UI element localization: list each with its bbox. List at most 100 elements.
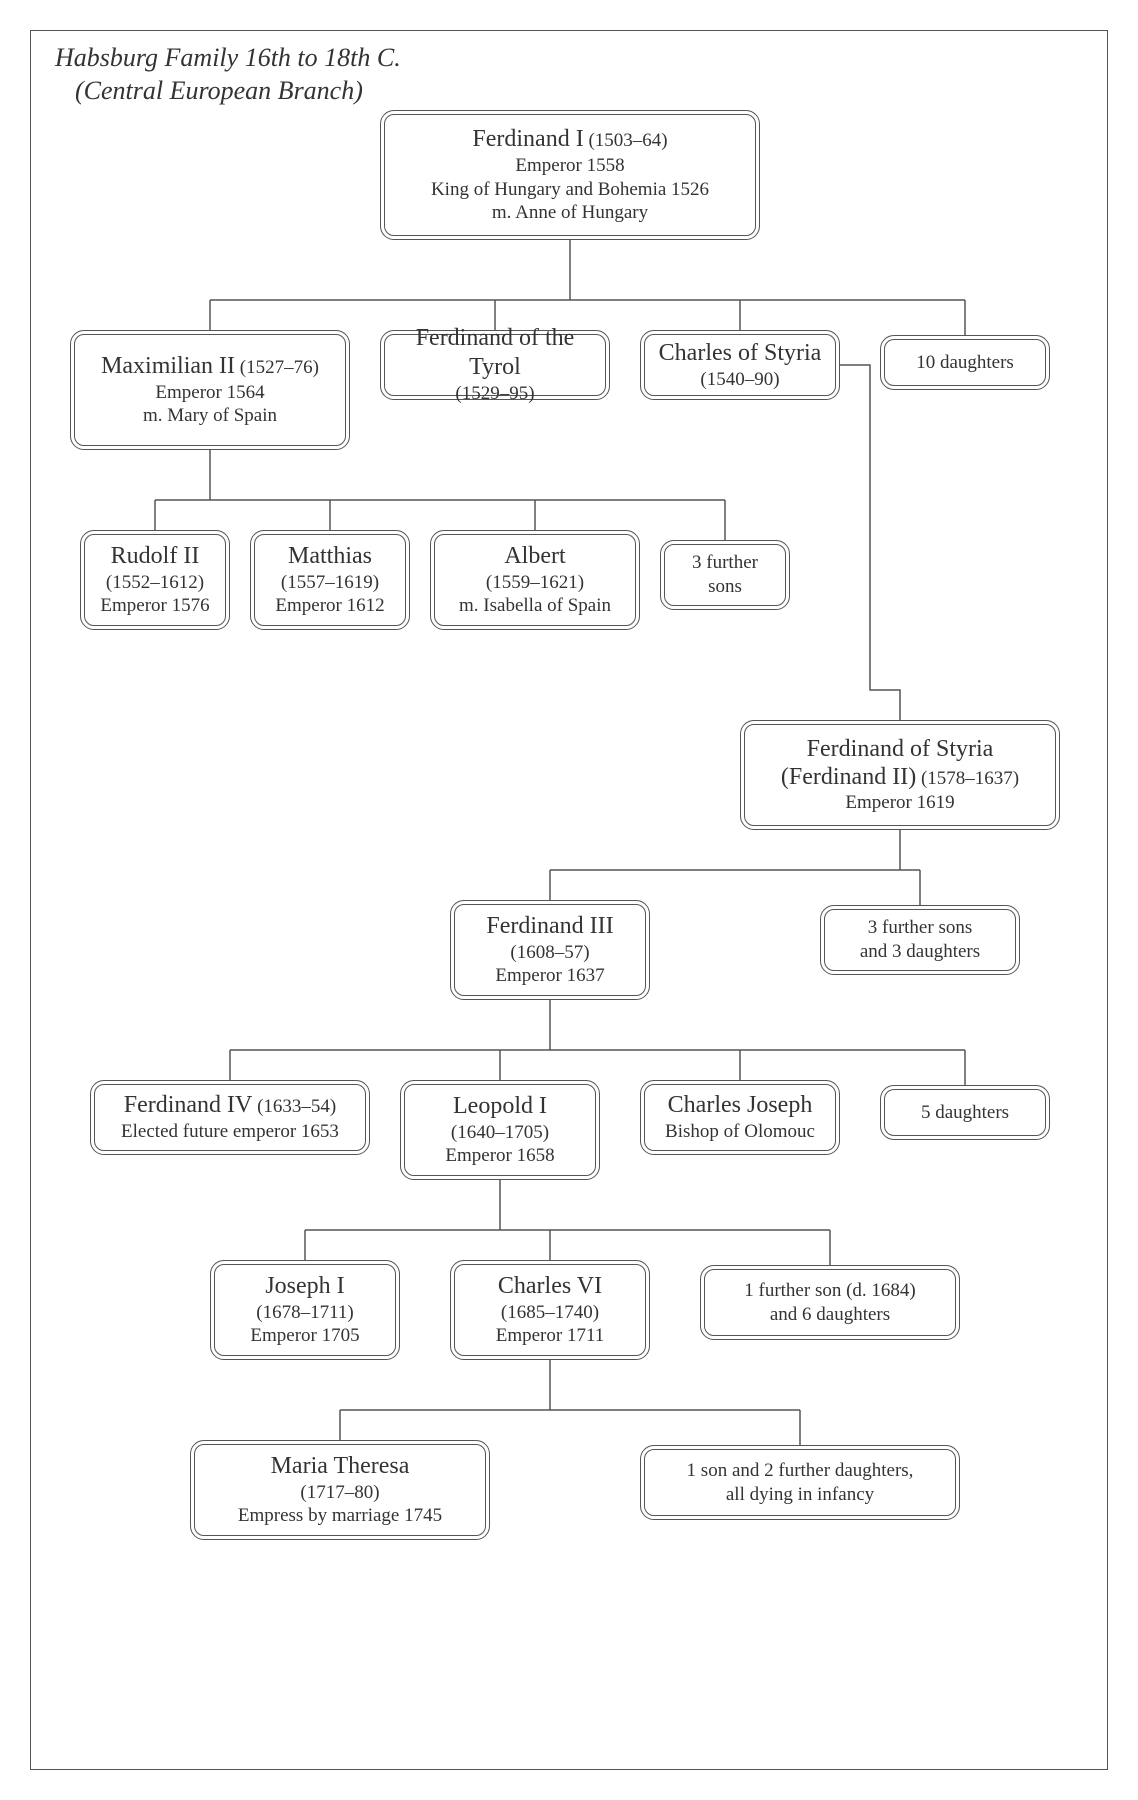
- node-subtitle: sons: [708, 575, 742, 599]
- node-ferdinand4: Ferdinand IV (1633–54)Elected future emp…: [90, 1080, 370, 1155]
- node-ten_daughters: 10 daughters: [880, 335, 1050, 390]
- node-subtitle: Emperor 1558: [515, 154, 624, 178]
- title-line-1: Habsburg Family 16th to 18th C.: [55, 42, 401, 75]
- person-name: Charles Joseph: [668, 1092, 813, 1118]
- node-inner: Ferdinand IV (1633–54)Elected future emp…: [94, 1084, 366, 1151]
- node-name-line: Charles Joseph: [668, 1091, 813, 1120]
- node-three_sons: 3 furthersons: [660, 540, 790, 610]
- node-subtitle: Emperor 1612: [275, 594, 384, 618]
- node-inner: Joseph I(1678–1711)Emperor 1705: [214, 1264, 396, 1356]
- node-ferdinand2: Ferdinand of Styria(Ferdinand II) (1578–…: [740, 720, 1060, 830]
- node-subtitle: all dying in infancy: [726, 1483, 874, 1507]
- person-name: Ferdinand I: [472, 126, 583, 152]
- node-subtitle: Emperor 1619: [845, 791, 954, 815]
- node-subtitle: and 3 daughters: [860, 940, 980, 964]
- person-lifespan: (1633–54): [252, 1096, 336, 1117]
- node-charles_joseph: Charles JosephBishop of Olomouc: [640, 1080, 840, 1155]
- person-name: Ferdinand of the Tyrol: [416, 325, 575, 380]
- node-matthias: Matthias(1557–1619)Emperor 1612: [250, 530, 410, 630]
- node-inner: 1 further son (d. 1684)and 6 daughters: [704, 1269, 956, 1336]
- node-name-line: Joseph I: [265, 1272, 344, 1301]
- node-inner: 5 daughters: [884, 1089, 1046, 1136]
- node-f2_other: 3 further sonsand 3 daughters: [820, 905, 1020, 975]
- node-subtitle: 5 daughters: [921, 1101, 1009, 1125]
- node-subtitle: Bishop of Olomouc: [665, 1120, 815, 1144]
- node-maximilian2: Maximilian II (1527–76)Emperor 1564m. Ma…: [70, 330, 350, 450]
- node-subtitle: Emperor 1711: [496, 1324, 605, 1348]
- node-inner: 3 further sonsand 3 daughters: [824, 909, 1016, 971]
- node-subtitle: (1557–1619): [281, 571, 379, 595]
- person-name: Ferdinand of Styria: [807, 736, 994, 762]
- node-inner: Ferdinand of the Tyrol(1529–95): [384, 334, 606, 396]
- node-rudolf2: Rudolf II(1552–1612)Emperor 1576: [80, 530, 230, 630]
- node-name-line: Charles of Styria: [659, 339, 822, 368]
- person-name: Albert: [504, 543, 565, 569]
- node-maria_theresa: Maria Theresa(1717–80)Empress by marriag…: [190, 1440, 490, 1540]
- node-name-line: Charles VI: [498, 1272, 602, 1301]
- node-name-line: Ferdinand I (1503–64): [472, 125, 667, 154]
- node-c6_other: 1 son and 2 further daughters,all dying …: [640, 1445, 960, 1520]
- node-subtitle: (1552–1612): [106, 571, 204, 595]
- person-name: Ferdinand III: [486, 913, 613, 939]
- node-subtitle: m. Isabella of Spain: [459, 594, 611, 618]
- node-charles6: Charles VI(1685–1740)Emperor 1711: [450, 1260, 650, 1360]
- node-subtitle: Emperor 1705: [250, 1324, 359, 1348]
- node-ferdinand3: Ferdinand III(1608–57)Emperor 1637: [450, 900, 650, 1000]
- node-subtitle: 3 further: [692, 551, 758, 575]
- node-joseph1: Joseph I(1678–1711)Emperor 1705: [210, 1260, 400, 1360]
- node-ferdinand1: Ferdinand I (1503–64)Emperor 1558King of…: [380, 110, 760, 240]
- person-name: Maximilian II: [101, 353, 235, 379]
- title-line-2: (Central European Branch): [55, 75, 401, 108]
- node-subtitle: 3 further sons: [868, 916, 972, 940]
- node-subtitle: 10 daughters: [916, 351, 1014, 375]
- node-inner: Ferdinand III(1608–57)Emperor 1637: [454, 904, 646, 996]
- family-tree-diagram: Habsburg Family 16th to 18th C. (Central…: [0, 0, 1138, 1800]
- node-subname-part: (Ferdinand II): [781, 764, 916, 790]
- node-subname-line: (Ferdinand II) (1578–1637): [781, 764, 1019, 791]
- person-name: Leopold I: [453, 1093, 547, 1119]
- node-charles_styria: Charles of Styria(1540–90): [640, 330, 840, 400]
- node-name-line: Ferdinand of the Tyrol: [395, 324, 595, 382]
- person-name: Charles VI: [498, 1273, 602, 1299]
- node-subtitle: (1678–1711): [256, 1301, 353, 1325]
- node-subtitle: (1640–1705): [451, 1121, 549, 1145]
- node-name-line: Matthias: [288, 542, 372, 571]
- node-subtitle: Emperor 1576: [100, 594, 209, 618]
- node-inner: Matthias(1557–1619)Emperor 1612: [254, 534, 406, 626]
- node-inner: Charles VI(1685–1740)Emperor 1711: [454, 1264, 646, 1356]
- node-five_daughters: 5 daughters: [880, 1085, 1050, 1140]
- node-subtitle: (1717–80): [300, 1481, 379, 1505]
- node-subtitle: Elected future emperor 1653: [121, 1120, 339, 1144]
- node-name-line: Albert: [504, 542, 565, 571]
- node-ferd_tyrol: Ferdinand of the Tyrol(1529–95): [380, 330, 610, 400]
- node-inner: 3 furthersons: [664, 544, 786, 606]
- node-name-line: Ferdinand IV (1633–54): [124, 1091, 337, 1120]
- node-inner: Ferdinand I (1503–64)Emperor 1558King of…: [384, 114, 756, 236]
- node-name-line: Ferdinand of Styria: [807, 735, 994, 764]
- node-name-line: Leopold I: [453, 1092, 547, 1121]
- node-subtitle: (1529–95): [455, 382, 534, 406]
- person-name: Matthias: [288, 543, 372, 569]
- node-inner: Albert(1559–1621)m. Isabella of Spain: [434, 534, 636, 626]
- node-subtitle: 1 son and 2 further daughters,: [687, 1459, 914, 1483]
- node-subtitle: m. Mary of Spain: [143, 404, 277, 428]
- node-inner: 10 daughters: [884, 339, 1046, 386]
- person-lifespan: (1503–64): [584, 130, 668, 151]
- node-subtitle: Emperor 1564: [155, 381, 264, 405]
- node-inner: Rudolf II(1552–1612)Emperor 1576: [84, 534, 226, 626]
- node-leopold1: Leopold I(1640–1705)Emperor 1658: [400, 1080, 600, 1180]
- node-subtitle: (1559–1621): [486, 571, 584, 595]
- node-subtitle: Empress by marriage 1745: [238, 1504, 442, 1528]
- node-subtitle: Emperor 1637: [495, 964, 604, 988]
- node-leo_other: 1 further son (d. 1684)and 6 daughters: [700, 1265, 960, 1340]
- node-inner: Maria Theresa(1717–80)Empress by marriag…: [194, 1444, 486, 1536]
- node-subtitle: 1 further son (d. 1684): [744, 1279, 916, 1303]
- node-subtitle: m. Anne of Hungary: [492, 201, 648, 225]
- person-name: Maria Theresa: [271, 1453, 410, 1479]
- node-inner: Charles JosephBishop of Olomouc: [644, 1084, 836, 1151]
- person-name: Charles of Styria: [659, 340, 822, 366]
- node-inner: 1 son and 2 further daughters,all dying …: [644, 1449, 956, 1516]
- node-inner: Charles of Styria(1540–90): [644, 334, 836, 396]
- node-subtitle: and 6 daughters: [770, 1303, 890, 1327]
- node-subtitle: King of Hungary and Bohemia 1526: [431, 178, 709, 202]
